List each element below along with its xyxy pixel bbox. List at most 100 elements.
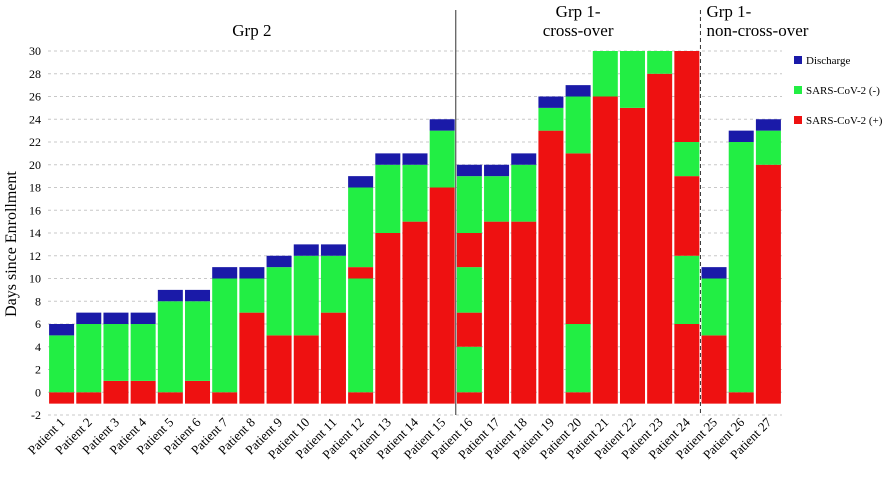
bar-segment-neg xyxy=(565,324,591,393)
y-tick-label: 8 xyxy=(35,294,41,308)
group-label-line: non-cross-over xyxy=(706,21,808,40)
y-tick-label: 18 xyxy=(29,181,41,195)
bar-segment-pos xyxy=(755,164,781,404)
y-tick-label: 20 xyxy=(29,158,41,172)
y-tick-label: 2 xyxy=(35,363,41,377)
bar-segment-pos xyxy=(484,221,510,404)
bar-segment-neg xyxy=(185,301,211,381)
bar-patient-24 xyxy=(674,51,700,404)
bar-segment-pos xyxy=(456,312,482,347)
bar-segment-neg xyxy=(728,142,754,393)
bar-patient-5 xyxy=(157,289,183,404)
bar-patient-20 xyxy=(565,85,591,404)
bar-segment-discharge xyxy=(538,96,564,108)
bar-segment-neg xyxy=(293,255,319,336)
bar-patient-4 xyxy=(130,312,156,404)
bar-patient-2 xyxy=(76,312,102,404)
bar-patient-22 xyxy=(619,51,645,404)
bar-segment-neg xyxy=(130,324,156,381)
bar-segment-discharge xyxy=(755,119,781,131)
y-tick-label: 24 xyxy=(29,112,41,126)
bar-segment-neg xyxy=(674,142,700,177)
bar-segment-neg xyxy=(49,335,75,393)
bar-segment-pos xyxy=(185,380,211,404)
bar-segment-pos xyxy=(511,221,537,404)
bar-segment-pos xyxy=(320,312,346,404)
legend: Discharge SARS-CoV-2 (-) SARS-CoV-2 (+) xyxy=(794,55,883,127)
bar-segment-discharge xyxy=(348,176,374,188)
bar-segment-pos xyxy=(348,392,374,404)
bar-patient-19 xyxy=(538,96,564,404)
bar-segment-neg xyxy=(76,324,102,393)
bar-segment-neg xyxy=(375,164,401,233)
bar-segment-discharge xyxy=(212,267,238,279)
bar-segment-discharge xyxy=(701,267,727,279)
y-tick-label: 6 xyxy=(35,317,41,331)
bar-patient-15 xyxy=(429,119,455,404)
bar-patient-26 xyxy=(728,130,754,404)
legend-swatch-pos xyxy=(794,116,802,124)
bar-segment-pos xyxy=(456,233,482,268)
bar-segment-discharge xyxy=(157,289,183,302)
bar-segment-discharge xyxy=(565,85,591,97)
bar-segment-discharge xyxy=(728,130,754,143)
bar-segment-neg xyxy=(511,164,537,222)
group-separators xyxy=(455,10,701,415)
y-tick-label: 30 xyxy=(29,44,41,58)
bar-patient-7 xyxy=(212,267,238,404)
bar-segment-pos xyxy=(565,392,591,404)
bar-segment-neg xyxy=(348,187,374,268)
bar-segment-pos xyxy=(619,107,645,404)
bar-patient-6 xyxy=(185,289,211,404)
bar-segment-pos xyxy=(76,392,102,404)
bar-segment-pos xyxy=(402,221,428,404)
bar-patient-12 xyxy=(348,176,374,404)
bar-patient-27 xyxy=(755,119,781,404)
bar-segment-pos xyxy=(592,96,618,404)
bar-patient-18 xyxy=(511,153,537,404)
bar-segment-pos xyxy=(266,335,292,404)
bar-segment-pos xyxy=(647,73,673,404)
bar-segment-pos xyxy=(157,392,183,404)
legend-swatch-neg xyxy=(794,86,802,94)
bar-patient-3 xyxy=(103,312,129,404)
bar-segment-pos xyxy=(674,176,700,256)
bar-segment-discharge xyxy=(185,289,211,302)
bar-patient-21 xyxy=(592,51,618,404)
y-tick-label: -2 xyxy=(31,408,41,422)
bar-patient-10 xyxy=(293,244,319,404)
y-tick-label: 12 xyxy=(29,249,41,263)
bar-segment-discharge xyxy=(511,153,537,165)
bar-segment-pos xyxy=(674,324,700,404)
bar-segment-discharge xyxy=(103,312,129,325)
bar-segment-pos xyxy=(130,380,156,404)
group-label-line: Grp 1- xyxy=(556,2,601,21)
bar-segment-pos xyxy=(538,130,564,404)
bar-segment-neg xyxy=(429,130,455,188)
y-tick-label: 0 xyxy=(35,385,41,399)
bar-segment-discharge xyxy=(130,312,156,325)
bar-segment-neg xyxy=(456,267,482,313)
bar-segment-discharge xyxy=(320,244,346,256)
bar-segment-neg xyxy=(565,96,591,154)
bar-segment-neg xyxy=(212,278,238,393)
bar-patient-17 xyxy=(484,164,510,404)
bar-segment-pos xyxy=(728,392,754,404)
bar-patient-8 xyxy=(239,267,265,404)
bars xyxy=(49,51,781,404)
bar-segment-pos xyxy=(375,233,401,404)
bar-patient-1 xyxy=(49,324,75,404)
bar-segment-pos xyxy=(293,335,319,404)
bar-segment-pos xyxy=(103,380,129,404)
bar-segment-neg xyxy=(103,324,129,381)
bar-segment-pos xyxy=(456,392,482,404)
y-tick-label: 26 xyxy=(29,90,41,104)
bar-patient-13 xyxy=(375,153,401,404)
y-tick-label: 10 xyxy=(29,272,41,286)
bar-segment-pos xyxy=(429,187,455,404)
bar-segment-neg xyxy=(266,267,292,336)
